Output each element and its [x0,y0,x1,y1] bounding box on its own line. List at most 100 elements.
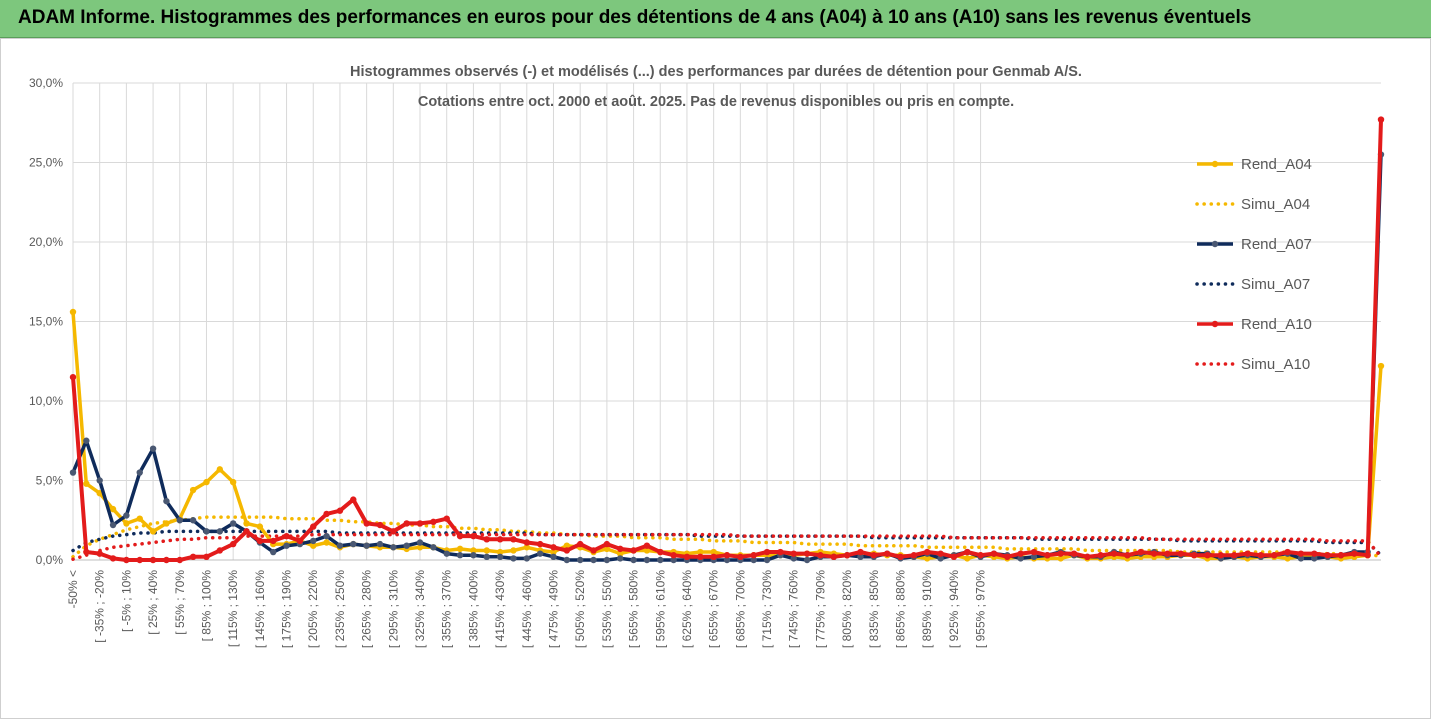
point-Rend_A04 [617,550,624,557]
x-tick-label: [ 535% ; 550% [600,570,614,648]
point-Rend_A10 [109,555,117,562]
point-Rend_A07 [456,552,464,559]
point-Rend_A10 [163,556,170,564]
point-Rend_A07 [203,528,210,535]
point-Rend_A04 [697,548,704,556]
x-tick-label: [ 445% ; 460% [520,570,534,648]
point-Rend_A10 [296,537,304,545]
point-Rend_A10 [1351,550,1358,557]
point-Rend_A10 [376,521,384,529]
point-Rend_A10 [1190,552,1198,559]
x-tick-label: [ 955% ; 970% [974,570,988,648]
x-tick-label: [ 325% ; 340% [413,570,427,648]
point-Rend_A04 [83,480,90,487]
x-tick-label: [ 265% ; 280% [360,570,374,648]
point-Rend_A10 [803,550,811,557]
point-Rend_A10 [870,552,878,559]
series-Rend_A04 [69,308,1385,562]
point-Rend_A10 [336,507,344,514]
point-Rend_A07 [763,556,771,564]
point-Rend_A10 [910,552,918,559]
point-Rend_A10 [790,550,797,557]
x-tick-label: [ 655% ; 670% [707,570,721,648]
legend-item-Rend_A07: Rend_A07 [1197,236,1312,253]
point-Rend_A04 [510,547,517,554]
series-Simu_A04 [71,515,1383,559]
point-Rend_A10 [456,532,464,540]
point-Rend_A10 [1377,116,1385,123]
point-Rend_A10 [243,528,250,535]
legend-item-Simu_A10: Simu_A10 [1195,356,1310,373]
point-Rend_A07 [336,542,344,549]
x-tick-label: [ -5% ; 10% [119,570,133,632]
grid [72,82,1381,561]
point-Rend_A07 [350,540,357,548]
point-Rend_A07 [563,556,571,564]
point-Rend_A10 [1030,548,1038,556]
x-tick-label: [ 115% ; 130% [226,570,240,647]
point-Rend_A10 [416,520,424,527]
point-Rend_A07 [123,512,130,519]
point-Rend_A10 [1284,548,1291,556]
y-tick-label: 5,0% [36,474,64,488]
line-Rend_A04 [71,311,1383,561]
report-title: ADAM Informe. Histogrammes des performan… [18,7,1252,28]
point-Rend_A10 [1110,550,1118,557]
point-Rend_A04 [229,478,237,486]
point-Rend_A10 [1230,552,1238,559]
point-Rend_A07 [403,542,410,549]
point-Rend_A10 [1124,552,1131,559]
point-Rend_A10 [203,553,210,561]
point-Rend_A10 [1271,552,1278,559]
point-Rend_A04 [924,555,931,562]
point-Rend_A04 [216,466,224,473]
series-group [69,116,1385,564]
point-Rend_A04 [523,544,530,551]
point-Rend_A07 [630,556,637,564]
point-Rend_A10 [1364,552,1371,559]
x-tick-label: [ 805% ; 820% [840,570,854,648]
legend-marker [1211,160,1219,168]
point-Rend_A10 [443,515,450,522]
point-Rend_A07 [723,556,731,564]
point-Rend_A10 [710,553,717,561]
point-Rend_A04 [136,515,143,522]
point-Rend_A04 [964,555,971,562]
point-Rend_A10 [350,496,357,503]
point-Rend_A10 [256,537,264,545]
line-Simu_A04 [71,515,1383,559]
point-Rend_A07 [69,469,77,476]
point-Rend_A10 [683,553,691,561]
point-Rend_A07 [310,537,317,545]
point-Rend_A07 [496,553,504,561]
legend-item-Simu_A04: Simu_A04 [1195,196,1310,213]
chart-title-line1: Histogrammes observés (-) et modélisés (… [350,64,1082,80]
x-tick-label: [ 925% ; 940% [947,570,961,648]
point-Rend_A10 [390,528,397,535]
point-Rend_A10 [363,520,370,527]
point-Rend_A04 [256,523,264,530]
point-Rend_A07 [443,550,450,557]
point-Rend_A10 [643,542,651,549]
point-Rend_A07 [790,555,797,562]
legend-label: Rend_A10 [1241,316,1312,333]
x-tick-label: [ 235% ; 250% [333,570,347,648]
point-Rend_A10 [1004,553,1011,561]
x-tick-label: [ 565% ; 580% [627,570,641,648]
point-Rend_A10 [830,553,837,561]
x-tick-label: [ 145% ; 160% [253,570,267,648]
series-Rend_A10 [69,116,1385,564]
point-Rend_A04 [550,548,557,556]
legend-label: Simu_A10 [1241,356,1310,373]
point-Rend_A07 [1311,555,1318,562]
point-Rend_A10 [737,553,744,561]
point-Rend_A07 [96,477,103,484]
x-tick-label: [ 295% ; 310% [386,570,400,648]
legend-label: Rend_A04 [1241,156,1312,173]
point-Rend_A07 [390,544,397,551]
legend-item-Rend_A10: Rend_A10 [1197,316,1312,333]
point-Rend_A07 [937,555,944,562]
point-Rend_A07 [590,556,597,564]
point-Rend_A10 [1311,550,1318,557]
point-Rend_A07 [163,497,170,505]
